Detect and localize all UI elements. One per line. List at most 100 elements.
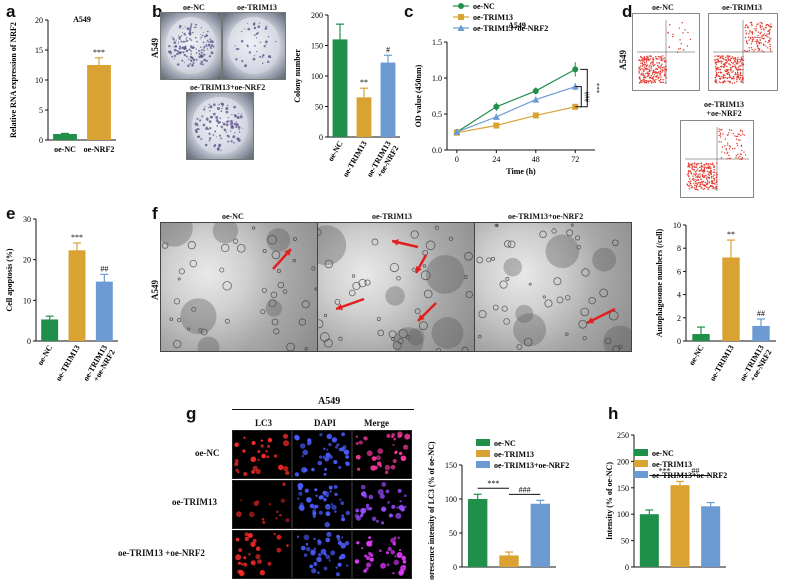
- y-tick-label: 10: [673, 221, 681, 230]
- b-label-trim: oe-TRIM13: [237, 3, 277, 12]
- fluor-lc3-trim-nrf: [232, 530, 292, 579]
- bar-2: [752, 325, 770, 341]
- y-axis-label: OD value (450nm): [414, 64, 423, 127]
- panel-letter-d: d: [622, 2, 633, 21]
- y-tick-label: 1.5: [432, 38, 442, 47]
- chart-f: 0 2 4 6 8 10 oe-NC ** oe-TRIM13 ## oe-TRIM13+oe-NR…: [655, 221, 776, 383]
- sig-bracket: [575, 86, 582, 108]
- colony-dish-oe-nc: [160, 12, 222, 80]
- point: [453, 128, 461, 135]
- y-tick-label: 6: [677, 267, 681, 276]
- legend-label-1: oe-TRIM13: [494, 450, 534, 459]
- sig-bracket: [580, 68, 588, 108]
- colony-dish-oe-trim13-nrf2: [186, 92, 254, 160]
- g-col-lc3: LC3: [255, 418, 273, 428]
- y-tick-label: 0: [39, 136, 43, 145]
- y-tick-label: 0.0: [432, 146, 442, 155]
- bar-1: [670, 485, 690, 567]
- fluor-lc3-nc: [232, 430, 292, 479]
- legend-label-0: oe-NC: [473, 2, 495, 11]
- x-tick-label: oe-TRIM13+oe-NRF2: [81, 344, 117, 388]
- legend-label-1: oe-TRIM13: [652, 460, 692, 469]
- fluor-dapi-trim: [292, 480, 352, 529]
- d-label-trim: oe-TRIM13: [722, 3, 762, 12]
- sig-bracket-label: ***: [659, 466, 671, 475]
- em-image-oe-trim13: [317, 222, 475, 352]
- bar-2: [530, 503, 551, 567]
- sig-bracket-label: ###: [519, 485, 531, 494]
- panel-letter-b: b: [152, 2, 163, 21]
- x-tick-label: 24: [492, 155, 500, 164]
- y-tick-label: 50: [315, 103, 323, 112]
- bar-1: [722, 257, 740, 341]
- panel-letter-h: h: [608, 404, 619, 423]
- chart-g: 0 50 100 150 Fluorescence intensity of LC3 (…: [427, 439, 569, 580]
- fluor-merge-nc: [352, 430, 412, 479]
- point: [532, 112, 539, 119]
- y-tick-label: 150: [617, 484, 629, 493]
- g-row-trim-nrf: oe-TRIM13 +oe-NRF2: [118, 548, 205, 558]
- y-tick-label: 50: [449, 529, 457, 538]
- y-tick-label: 50: [621, 537, 629, 546]
- y-tick-label: 100: [445, 495, 457, 504]
- f-label-trim-nrf: oe-TRIM13+oe-NRF2: [508, 212, 584, 221]
- x-tick-label: oe-TRIM13: [708, 344, 736, 383]
- y-tick-label: 10: [23, 296, 31, 305]
- x-tick-label: oe-TRIM13: [54, 344, 82, 383]
- x-axis-label: Time (h): [506, 167, 536, 176]
- y-axis-label: Cell apoptosis (%): [5, 248, 14, 311]
- chart-b: 0 50 100 150 200 oe-NC ** oe-TRIM13 # oe-TRIM13+o…: [293, 11, 401, 179]
- b-label-trim-nrf: oe-TRIM13+oe-NRF2: [190, 83, 266, 92]
- bar-2: [380, 62, 396, 137]
- bar-1: [87, 65, 111, 140]
- legend-swatch-0: [634, 449, 648, 456]
- x-tick-label: oe-NC: [687, 343, 706, 367]
- b-cell-line: A549: [150, 38, 160, 58]
- significance: ##: [100, 264, 108, 273]
- y-tick-label: 0.5: [432, 110, 442, 119]
- y-tick-label: 0: [319, 133, 323, 142]
- y-tick-label: 200: [617, 457, 629, 466]
- x-tick-label: 48: [532, 155, 540, 164]
- panel-letter-c: c: [404, 2, 414, 21]
- panel-letter-f: f: [152, 204, 158, 223]
- panel-letter-g: g: [186, 404, 197, 423]
- fluor-merge-trim-nrf: [352, 530, 412, 579]
- y-tick-label: 20: [35, 16, 43, 25]
- bar-0: [639, 514, 659, 567]
- x-tick-label: oe-NC: [54, 145, 76, 154]
- y-tick-label: 200: [311, 11, 323, 20]
- y-axis-label: Intensity (% of oe-NC): [605, 462, 614, 540]
- significance: **: [360, 78, 368, 87]
- y-tick-label: 4: [677, 291, 681, 300]
- fluor-dapi-nc: [292, 430, 352, 479]
- y-tick-label: 8: [677, 244, 681, 253]
- x-tick-label: oe-NC: [36, 343, 55, 367]
- point: [493, 103, 500, 110]
- y-tick-label: 30: [23, 215, 31, 224]
- bar-0: [41, 319, 59, 341]
- g-row-trim: oe-TRIM13: [172, 497, 217, 507]
- y-tick-label: 1.0: [432, 74, 442, 83]
- significance: ##: [757, 309, 765, 318]
- y-tick-label: 0: [677, 337, 681, 346]
- flow-plot-oe-nc: [632, 13, 700, 91]
- significance: **: [727, 230, 735, 239]
- chart-a: 0 5 10 15 20 oe-NC *** oe-NRF2 Relative RNA expr…: [9, 15, 116, 154]
- y-tick-label: 100: [311, 72, 323, 81]
- g-col-dapi: DAPI: [314, 418, 336, 428]
- sig-bracket-label: ***: [592, 83, 600, 94]
- panel-letter-a: a: [6, 2, 16, 21]
- f-label-trim: oe-TRIM13: [372, 212, 412, 221]
- chart-title: A549: [508, 21, 526, 30]
- fluor-dapi-trim-nrf: [292, 530, 352, 579]
- x-tick-label: oe-NC: [326, 139, 345, 163]
- chart-c: 0.0 0.5 1.0 1.5 0 24 48 72 Time (h) OD value (450…: [414, 2, 600, 176]
- legend-swatch-2: [476, 461, 490, 468]
- chart-h: 0 50 100 150 200 250 Intensity (% of oe-NC) oe-…: [605, 431, 727, 572]
- x-tick-label: 0: [455, 155, 459, 164]
- point: [532, 87, 539, 94]
- legend-label-0: oe-NC: [652, 449, 674, 458]
- y-tick-label: 0: [27, 337, 31, 346]
- legend-swatch-0: [476, 439, 490, 446]
